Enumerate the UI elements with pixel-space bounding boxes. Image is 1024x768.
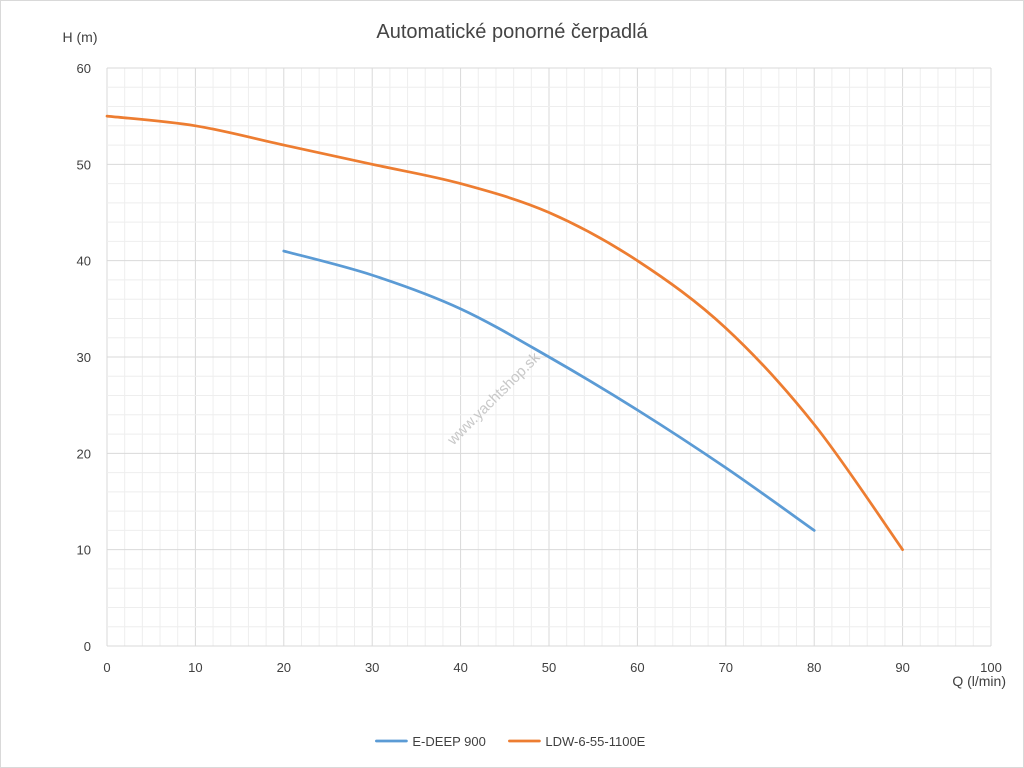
series-line-2 xyxy=(105,114,904,552)
legend-label-1: E-DEEP 900 xyxy=(412,734,485,749)
x-tick-label: 90 xyxy=(895,660,909,675)
tick-labels: 0 10 20 30 40 50 60 70 80 90 100 0 10 20 30 40 50 60 xyxy=(77,61,1002,675)
x-tick-label: 0 xyxy=(103,660,110,675)
y-tick-label: 40 xyxy=(77,254,91,269)
grid xyxy=(106,67,992,647)
legend: E-DEEP 900 LDW-6-55-1100E xyxy=(375,734,646,749)
x-tick-label: 60 xyxy=(630,660,644,675)
x-tick-label: 40 xyxy=(453,660,467,675)
legend-label-2: LDW-6-55-1100E xyxy=(545,734,645,749)
x-tick-label: 30 xyxy=(365,660,379,675)
x-tick-label: 50 xyxy=(542,660,556,675)
x-tick-label: 70 xyxy=(719,660,733,675)
y-tick-label: 30 xyxy=(77,350,91,365)
y-tick-label: 50 xyxy=(77,157,91,172)
x-axis-label: Q (l/min) xyxy=(952,673,1006,689)
y-tick-label: 60 xyxy=(77,61,91,76)
x-tick-label: 100 xyxy=(980,660,1002,675)
y-axis-label: H (m) xyxy=(63,29,98,45)
y-tick-label: 0 xyxy=(84,639,91,654)
series-lines xyxy=(105,114,904,552)
y-tick-label: 20 xyxy=(77,446,91,461)
series-line-1 xyxy=(282,249,816,532)
x-tick-label: 80 xyxy=(807,660,821,675)
chart-title: Automatické ponorné čerpadlá xyxy=(376,21,648,43)
y-tick-label: 10 xyxy=(77,543,91,558)
x-tick-label: 10 xyxy=(188,660,202,675)
x-tick-label: 20 xyxy=(277,660,291,675)
